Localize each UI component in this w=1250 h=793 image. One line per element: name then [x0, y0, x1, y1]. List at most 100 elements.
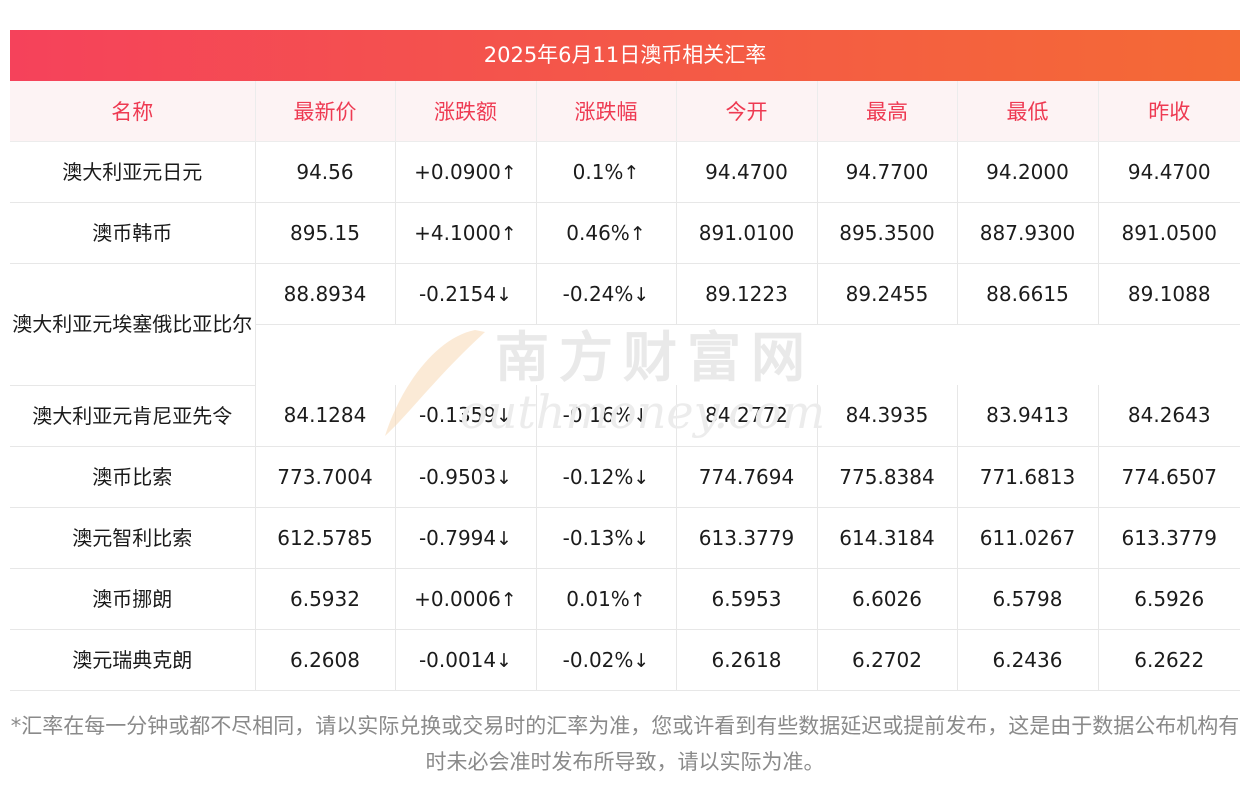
low-cell: 6.2436 — [957, 629, 1099, 691]
high-cell-value: 94.7700 — [845, 160, 929, 184]
latest-cell: 88.8934 — [255, 263, 396, 325]
table-header-row: 名称 最新价 涨跌额 涨跌幅 今开 最高 最低 昨收 — [10, 81, 1240, 142]
change-pct-cell-value: 0.1% — [572, 160, 624, 184]
table-row: 澳大利亚元肯尼亚先令 84.1284 -0.1359↓ -0.16%↓ 84.2772 8… — [10, 385, 1240, 447]
latest-cell: 84.1284 — [255, 385, 396, 447]
latest-cell-value: 6.5932 — [290, 586, 360, 611]
arrow-down-icon: ↓ — [496, 466, 513, 489]
column-header-low: 最低 — [957, 81, 1099, 142]
latest-cell-value: 84.1284 — [283, 403, 367, 428]
high-cell-value: 84.3935 — [845, 403, 929, 428]
arrow-up-icon: ↑ — [623, 162, 640, 184]
change-cell: -0.7994↓ — [395, 507, 537, 569]
column-header-prev-close: 昨收 — [1098, 81, 1240, 142]
currency-pair-name: 澳大利亚元埃塞俄比亚比尔 — [10, 263, 256, 386]
change-pct-cell: 0.46%↑ — [536, 202, 677, 264]
exchange-rate-table: 名称 最新价 涨跌额 涨跌幅 今开 最高 最低 昨收 澳大利亚元日元 94.56 +… — [10, 81, 1240, 691]
high-cell: 775.8384 — [817, 446, 958, 508]
open-cell-value: 94.4700 — [705, 160, 788, 184]
low-cell-value: 6.2436 — [992, 647, 1063, 672]
change-cell-value: +4.1000 — [414, 221, 501, 245]
latest-cell: 6.2608 — [255, 629, 396, 691]
change-cell: -0.0014↓ — [395, 629, 537, 691]
page-title: 2025年6月11日澳币相关汇率 — [10, 30, 1240, 81]
currency-pair-name: 澳大利亚元日元 — [10, 141, 256, 203]
low-cell-value: 6.5798 — [992, 586, 1063, 611]
change-pct-cell: -0.24%↓ — [536, 263, 677, 325]
table-row: 澳大利亚元埃塞俄比亚比尔 88.8934 -0.2154↓ -0.24%↓ 89.122… — [10, 263, 1240, 386]
arrow-up-icon: ↑ — [500, 223, 517, 245]
currency-pair-name: 澳币挪朗 — [10, 568, 256, 630]
low-cell: 94.2000 — [957, 141, 1099, 203]
change-cell: +0.0900↑ — [395, 141, 537, 203]
arrow-up-icon: ↑ — [629, 223, 646, 245]
currency-pair-name: 澳大利亚元肯尼亚先令 — [10, 385, 256, 447]
change-pct-cell-value: -0.02% — [562, 647, 634, 672]
latest-cell: 94.56 — [255, 141, 396, 203]
change-cell-value: +0.0006 — [414, 586, 501, 611]
change-pct-cell: -0.13%↓ — [536, 507, 677, 569]
open-cell: 6.2618 — [676, 629, 818, 691]
change-cell-value: -0.2154 — [418, 282, 497, 306]
change-pct-cell-value: -0.16% — [562, 403, 634, 428]
high-cell: 6.2702 — [817, 629, 958, 691]
change-pct-cell: -0.02%↓ — [536, 629, 677, 691]
arrow-down-icon: ↓ — [633, 284, 650, 306]
arrow-down-icon: ↓ — [496, 649, 513, 672]
open-cell-value: 613.3779 — [698, 525, 795, 550]
wrap-spacer — [255, 325, 1240, 386]
change-cell-value: -0.9503 — [418, 464, 497, 489]
prev-close-cell-value: 6.5926 — [1134, 586, 1205, 611]
high-cell: 6.6026 — [817, 568, 958, 630]
open-cell: 613.3779 — [676, 507, 818, 569]
prev-close-cell: 6.5926 — [1098, 568, 1240, 630]
open-cell-value: 84.2772 — [705, 403, 788, 428]
low-cell-value: 94.2000 — [986, 160, 1069, 184]
open-cell: 94.4700 — [676, 141, 818, 203]
change-pct-cell: 0.01%↑ — [536, 568, 677, 630]
change-pct-cell-value: 0.01% — [566, 586, 630, 611]
prev-close-cell: 891.0500 — [1098, 202, 1240, 264]
open-cell: 84.2772 — [676, 385, 818, 447]
currency-pair-name: 澳元瑞典克朗 — [10, 629, 256, 691]
low-cell: 887.9300 — [957, 202, 1099, 264]
table-row: 澳币韩币 895.15 +4.1000↑ 0.46%↑ 891.0100 895.3500… — [10, 202, 1240, 264]
high-cell: 84.3935 — [817, 385, 958, 447]
low-cell: 88.6615 — [957, 263, 1099, 325]
change-pct-cell: 0.1%↑ — [536, 141, 677, 203]
latest-cell-value: 895.15 — [290, 221, 360, 245]
column-header-name: 名称 — [10, 81, 256, 142]
arrow-down-icon: ↓ — [496, 284, 513, 306]
change-cell: +0.0006↑ — [395, 568, 537, 630]
latest-cell-value: 6.2608 — [290, 647, 360, 672]
change-cell-value: -0.1359 — [418, 403, 497, 428]
table-row: 澳元瑞典克朗 6.2608 -0.0014↓ -0.02%↓ 6.2618 6.2702 6… — [10, 629, 1240, 691]
column-header-change-pct: 涨跌幅 — [536, 81, 677, 142]
prev-close-cell: 774.6507 — [1098, 446, 1240, 508]
low-cell-value: 83.9413 — [986, 403, 1069, 428]
prev-close-cell-value: 891.0500 — [1121, 221, 1217, 245]
prev-close-cell: 613.3779 — [1098, 507, 1240, 569]
change-cell-value: +0.0900 — [414, 160, 501, 184]
high-cell-value: 89.2455 — [845, 282, 929, 306]
prev-close-cell-value: 6.2622 — [1134, 647, 1205, 672]
open-cell: 6.5953 — [676, 568, 818, 630]
open-cell-value: 6.2618 — [711, 647, 782, 672]
high-cell-value: 895.3500 — [839, 221, 935, 245]
arrow-down-icon: ↓ — [496, 527, 513, 550]
low-cell-value: 611.0267 — [979, 525, 1076, 550]
change-cell-value: -0.0014 — [418, 647, 497, 672]
change-cell-value: -0.7994 — [418, 525, 497, 550]
currency-pair-name: 澳币韩币 — [10, 202, 256, 264]
prev-close-cell-value: 774.6507 — [1121, 464, 1217, 489]
low-cell: 83.9413 — [957, 385, 1099, 447]
change-pct-cell: -0.16%↓ — [536, 385, 677, 447]
prev-close-cell: 6.2622 — [1098, 629, 1240, 691]
prev-close-cell: 94.4700 — [1098, 141, 1240, 203]
open-cell-value: 6.5953 — [711, 586, 782, 611]
open-cell-value: 891.0100 — [698, 221, 795, 245]
latest-cell-value: 612.5785 — [277, 525, 373, 550]
prev-close-cell-value: 613.3779 — [1121, 525, 1217, 550]
latest-cell: 895.15 — [255, 202, 396, 264]
high-cell: 614.3184 — [817, 507, 958, 569]
